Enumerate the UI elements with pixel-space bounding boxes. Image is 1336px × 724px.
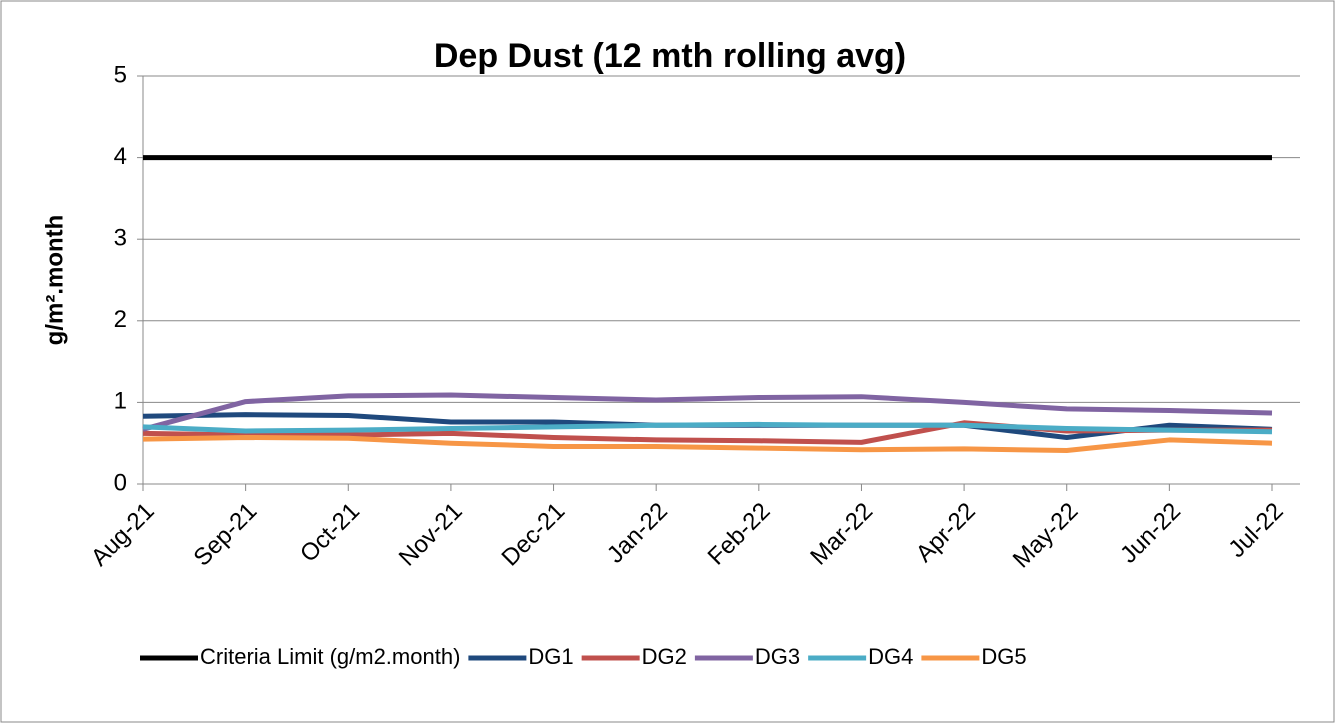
y-tick-label: 1: [114, 388, 127, 415]
series-line: [142, 392, 1273, 432]
y-tick-label: 4: [114, 143, 127, 170]
chart-title: Dep Dust (12 mth rolling avg): [434, 37, 906, 75]
legend-label: Criteria Limit (g/m2.month): [200, 644, 460, 669]
y-tick-label: 2: [114, 306, 127, 333]
legend-label: DG1: [528, 644, 573, 669]
series-line: [142, 434, 1273, 454]
series-line: [142, 421, 1273, 435]
legend-label: DG3: [755, 644, 800, 669]
y-tick-label: 0: [114, 469, 127, 496]
y-tick-label: 5: [114, 61, 127, 88]
y-tick-label: 3: [114, 225, 127, 252]
legend-label: DG4: [868, 644, 913, 669]
legend-label: DG5: [981, 644, 1026, 669]
y-axis-label: g/m².month: [41, 215, 68, 346]
legend-label: DG2: [642, 644, 687, 669]
